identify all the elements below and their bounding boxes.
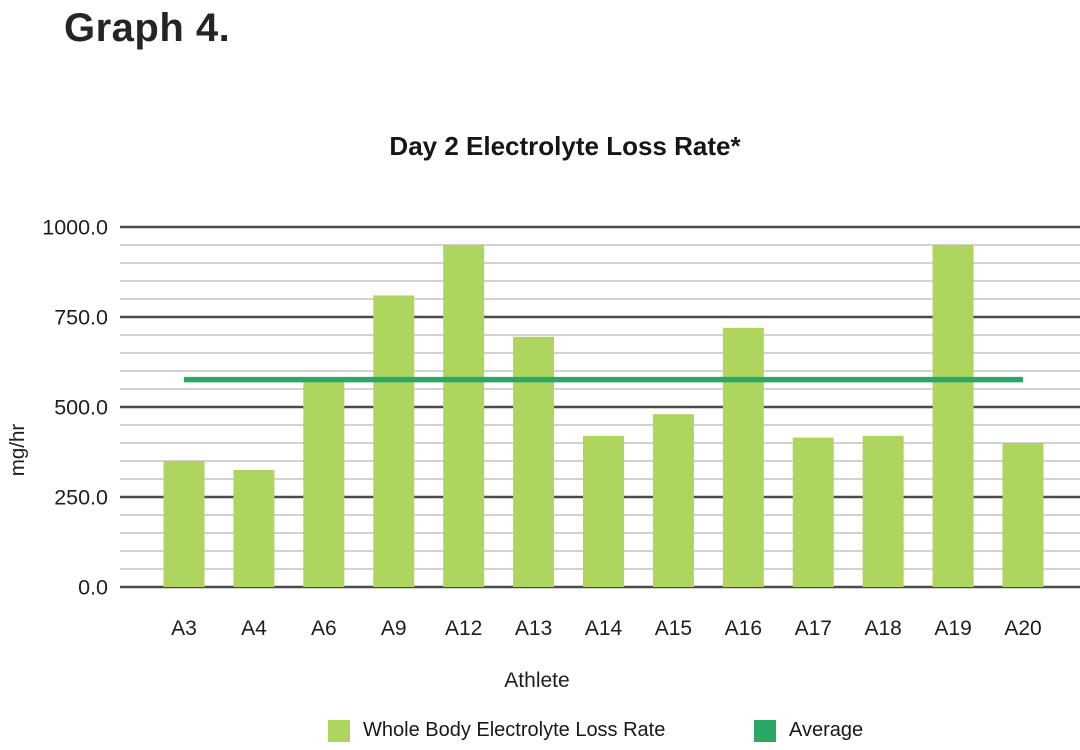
y-tick-1000.0: 1000.0 [42, 216, 108, 240]
legend-swatch-loss-rate [328, 719, 350, 742]
bar-A20 [1002, 443, 1044, 587]
legend-item-loss-rate: Whole Body Electrolyte Loss Rate [328, 719, 665, 742]
x-tick-A12: A12 [445, 617, 482, 640]
x-tick-A17: A17 [795, 617, 832, 640]
x-tick-A13: A13 [515, 617, 552, 640]
x-axis-title: Athlete [504, 669, 569, 692]
bar-A16 [722, 327, 764, 587]
bar-A14 [583, 435, 624, 587]
x-tick-A20: A20 [1004, 617, 1041, 640]
y-tick-0.0: 0.0 [78, 576, 108, 600]
x-tick-A6: A6 [311, 617, 337, 640]
y-tick-750.0: 750.0 [54, 306, 108, 330]
legend-label-loss-rate: Whole Body Electrolyte Loss Rate [363, 719, 666, 741]
legend-item-average: Average [754, 719, 863, 742]
bar-A6 [303, 381, 345, 587]
x-tick-A9: A9 [381, 617, 407, 640]
y-axis-title: mg/hr [6, 424, 29, 477]
legend-label-average: Average [789, 719, 864, 741]
bar-A13 [513, 336, 555, 587]
graph-heading: Graph 4. [64, 6, 231, 50]
x-tick-A16: A16 [725, 617, 762, 640]
y-tick-500.0: 500.0 [54, 396, 108, 420]
x-tick-A18: A18 [864, 617, 901, 640]
x-tick-A19: A19 [934, 617, 971, 640]
x-tick-A3: A3 [171, 617, 197, 640]
x-tick-A14: A14 [585, 617, 623, 640]
legend-swatch-average [754, 719, 776, 742]
bar-A12 [443, 245, 485, 587]
bar-A15 [652, 414, 694, 587]
bar-A3 [163, 461, 205, 587]
chart-title: Day 2 Electrolyte Loss Rate* [389, 131, 741, 161]
x-tick-A15: A15 [655, 617, 692, 640]
bar-A4 [233, 470, 275, 587]
y-tick-250.0: 250.0 [54, 486, 108, 510]
x-tick-A4: A4 [241, 617, 267, 640]
bar-A9 [373, 295, 415, 587]
bar-A19 [932, 245, 974, 587]
bar-A17 [792, 437, 834, 587]
bar-A18 [862, 435, 904, 587]
